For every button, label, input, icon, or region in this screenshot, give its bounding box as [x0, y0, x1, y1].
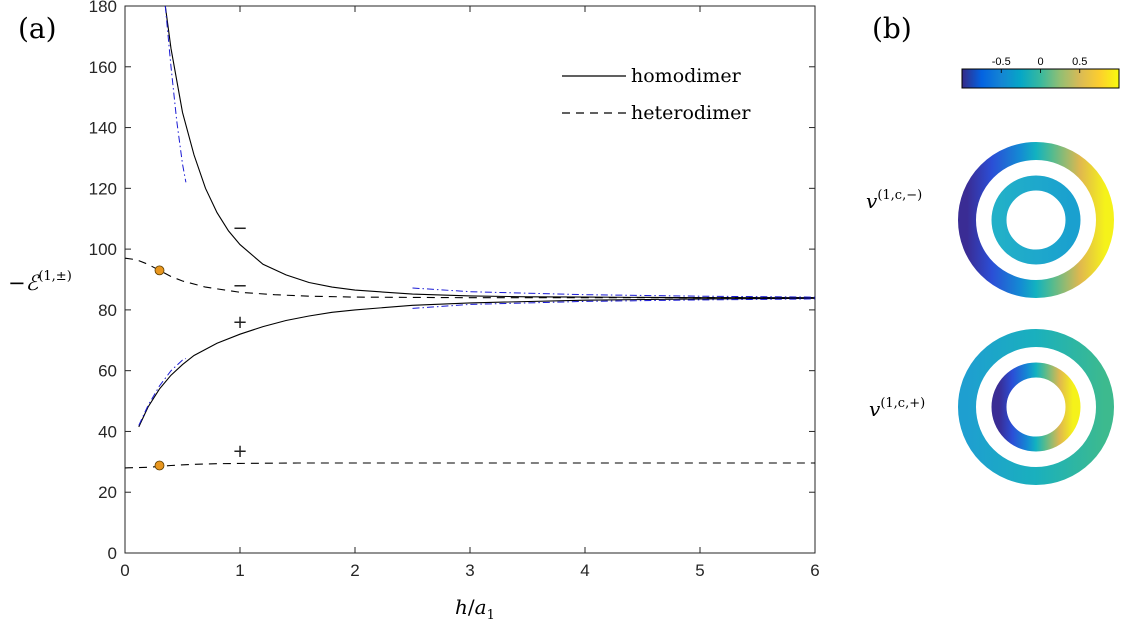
- y-axis-label: −ℰ(1,±): [8, 269, 72, 295]
- annotation-layer: − − + +: [232, 218, 247, 462]
- branch-annotation: +: [232, 441, 247, 462]
- series-line-asymptote-5: [138, 358, 187, 426]
- x-axis-ticks: 0 1 2 3 4 5 6: [120, 6, 820, 580]
- colorbar-tick-label: 0: [1037, 56, 1043, 68]
- branch-annotation: −: [232, 276, 247, 297]
- mode-plus-label: v(1,c,+): [869, 396, 925, 421]
- mode-minus: v(1,c,−): [866, 142, 1114, 298]
- y-tick-label: 180: [89, 0, 117, 16]
- panel-a-label: (a): [18, 12, 57, 45]
- mode-minus-outer-ring: [958, 142, 1114, 298]
- x-tick-label: 4: [580, 561, 589, 580]
- mode-plus-inner-ring: [991, 362, 1081, 452]
- panel-b: (b) -0.5 0 0.5 v(1,c,−) v(1,c,+): [866, 12, 1120, 485]
- y-tick-label: 20: [98, 483, 117, 502]
- legend-label-homodimer: homodimer: [631, 65, 742, 87]
- y-tick-label: 100: [89, 240, 117, 259]
- series-line-asymptote-4: [164, 5, 187, 183]
- y-tick-label: 60: [98, 362, 117, 381]
- x-axis-label: h/a1: [455, 595, 495, 623]
- legend: homodimer heterodimer: [562, 65, 751, 124]
- x-tick-label: 5: [695, 561, 704, 580]
- colorbar-ticks: -0.5 0 0.5: [992, 56, 1087, 73]
- data-point-marker-0: [154, 265, 165, 276]
- y-tick-label: 0: [108, 544, 117, 563]
- series-line-homodimer-1: [138, 297, 816, 428]
- x-tick-label: 3: [465, 561, 474, 580]
- branch-annotation: +: [232, 312, 247, 333]
- x-tick-label: 6: [810, 561, 819, 580]
- panel-a: (a) 0 20 40 60 80 100 120 140 160 180 0 1 2 3 4 5 6 − − +…: [8, 0, 820, 623]
- series-line-homodimer-0: [164, 5, 815, 299]
- x-tick-label: 2: [350, 561, 359, 580]
- data-point-marker-1: [154, 460, 165, 471]
- mode-minus-label: v(1,c,−): [866, 188, 922, 213]
- y-tick-label: 160: [89, 58, 117, 77]
- panel-b-label: (b): [872, 12, 912, 45]
- y-tick-label: 40: [98, 422, 117, 441]
- legend-label-heterodimer: heterodimer: [631, 102, 751, 124]
- x-tick-label: 1: [235, 561, 244, 580]
- series-line-heterodimer-2: [124, 257, 815, 299]
- series-layer: [124, 5, 816, 469]
- plot-frame: [124, 5, 816, 554]
- y-tick-label: 120: [89, 179, 117, 198]
- mode-plus-outer-ring: [958, 329, 1114, 485]
- branch-annotation: −: [232, 218, 247, 239]
- marker-layer: [154, 265, 165, 471]
- y-axis-ticks: 0 20 40 60 80 100 120 140 160 180: [89, 0, 815, 563]
- y-tick-label: 140: [89, 119, 117, 138]
- series-line-heterodimer-3: [124, 462, 815, 469]
- x-tick-label: 0: [120, 561, 129, 580]
- mode-plus: v(1,c,+): [869, 329, 1114, 485]
- y-tick-label: 80: [98, 301, 117, 320]
- colorbar-tick-label: 0.5: [1072, 56, 1087, 68]
- colorbar-tick-label: -0.5: [992, 56, 1011, 68]
- mode-minus-inner-ring: [991, 175, 1081, 265]
